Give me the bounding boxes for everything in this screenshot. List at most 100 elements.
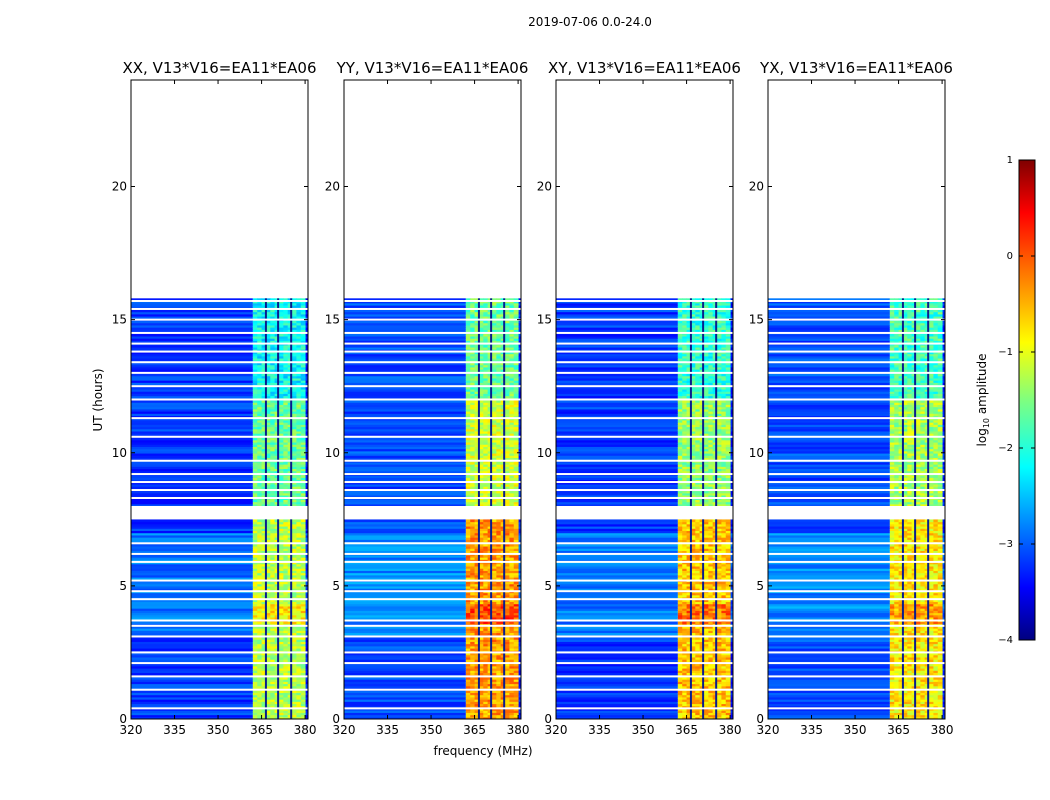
- heatmap-cell: [305, 475, 308, 478]
- heatmap-cell: [474, 563, 480, 567]
- heatmap-cell: [131, 574, 253, 578]
- heatmap-cell: [478, 557, 484, 560]
- heatmap-cell: [513, 483, 519, 487]
- heatmap-cell: [278, 386, 284, 390]
- heatmap-cell: [287, 594, 293, 598]
- heatmap-cell: [305, 382, 308, 386]
- heatmap-cell: [274, 492, 280, 496]
- heatmap-cell: [287, 663, 293, 667]
- heatmap-cell: [257, 446, 263, 450]
- heatmap-cell: [287, 470, 293, 474]
- heatmap-cell: [491, 601, 497, 605]
- heatmap-cell: [513, 701, 519, 705]
- heatmap-cell: [252, 554, 258, 558]
- heatmap-cell: [252, 357, 258, 361]
- heatmap-cell: [465, 355, 471, 359]
- heatmap-cell: [270, 528, 276, 532]
- heatmap-cell: [283, 716, 289, 719]
- heatmap-cell: [487, 605, 493, 609]
- heatmap-cell: [491, 672, 497, 676]
- heatmap-cell: [478, 455, 484, 458]
- heatmap-cell: [478, 614, 484, 618]
- heatmap-cell: [500, 441, 506, 445]
- heatmap-cell: [513, 340, 519, 344]
- heatmap-cell: [513, 426, 519, 430]
- heatmap-cell: [257, 406, 263, 410]
- heatmap-cell: [470, 645, 476, 649]
- heatmap-cell: [344, 501, 466, 505]
- heatmap-cell: [292, 499, 297, 503]
- heatmap-cell: [278, 346, 284, 350]
- heatmap-cell: [509, 464, 515, 467]
- heatmap-cell: [483, 630, 489, 634]
- heatmap-cell: [265, 346, 271, 350]
- heatmap-cell: [257, 663, 263, 667]
- heatmap-cell: [300, 373, 306, 377]
- heatmap-cell: [344, 503, 466, 507]
- heatmap-cell: [305, 652, 308, 656]
- heatmap-cell: [278, 444, 284, 447]
- heatmap-cell: [252, 656, 258, 660]
- heatmap-cell: [287, 559, 293, 563]
- heatmap-cell: [344, 499, 466, 503]
- heatmap-cell: [470, 437, 476, 441]
- heatmap-cell: [496, 444, 502, 447]
- heatmap-cell: [283, 344, 289, 348]
- heatmap-cell: [465, 335, 471, 339]
- heatmap-cell: [283, 311, 289, 315]
- heatmap-cell: [465, 386, 471, 390]
- heatmap-cell: [296, 656, 302, 660]
- heatmap-cell: [300, 641, 306, 645]
- heatmap-cell: [344, 628, 466, 631]
- heatmap-cell: [487, 588, 493, 591]
- heatmap-cell: [496, 692, 502, 696]
- heatmap-cell: [300, 521, 306, 525]
- heatmap-cell: [296, 490, 302, 494]
- heatmap-cell: [131, 685, 253, 689]
- heatmap-cell: [265, 461, 271, 465]
- heatmap-cell: [265, 439, 271, 443]
- data-gap: [131, 506, 308, 520]
- heatmap-cell: [305, 483, 308, 487]
- heatmap-cell: [278, 672, 284, 676]
- heatmap-cell: [513, 481, 519, 485]
- heatmap-cell: [518, 592, 521, 596]
- heatmap-cell: [252, 340, 258, 344]
- heatmap-cell: [487, 690, 493, 693]
- heatmap-cell: [292, 375, 297, 379]
- heatmap-cell: [278, 676, 284, 680]
- heatmap-cell: [300, 548, 306, 551]
- heatmap-cell: [509, 402, 515, 405]
- heatmap-cell: [513, 415, 519, 419]
- heatmap-cell: [265, 701, 271, 705]
- heatmap-cell: [283, 426, 289, 430]
- heatmap-cell: [265, 581, 271, 585]
- heatmap-cell: [487, 422, 493, 425]
- heatmap-cell: [300, 592, 306, 596]
- heatmap-cell: [518, 388, 521, 392]
- heatmap-cell: [131, 486, 253, 489]
- heatmap-cell: [483, 408, 489, 412]
- heatmap-cell: [505, 481, 510, 485]
- heatmap-cell: [483, 499, 489, 503]
- heatmap-cell: [474, 681, 480, 685]
- heatmap-cell: [505, 581, 510, 585]
- heatmap-cell: [274, 568, 280, 571]
- heatmap-cell: [518, 402, 521, 405]
- heatmap-cell: [305, 612, 308, 616]
- heatmap-cell: [270, 503, 276, 507]
- heatmap-cell: [474, 355, 480, 359]
- flagged-row: [131, 560, 308, 563]
- heatmap-cell: [296, 565, 302, 569]
- heatmap-cell: [296, 581, 302, 585]
- heatmap-cell: [483, 592, 489, 596]
- heatmap-cell: [474, 545, 480, 549]
- heatmap-cell: [500, 554, 506, 558]
- heatmap-cell: [491, 599, 497, 603]
- heatmap-cell: [344, 450, 466, 454]
- heatmap-cell: [505, 457, 510, 461]
- heatmap-cell: [483, 464, 489, 467]
- heatmap-cell: [470, 353, 476, 357]
- heatmap-cell: [513, 344, 519, 348]
- heatmap-cell: [344, 585, 466, 589]
